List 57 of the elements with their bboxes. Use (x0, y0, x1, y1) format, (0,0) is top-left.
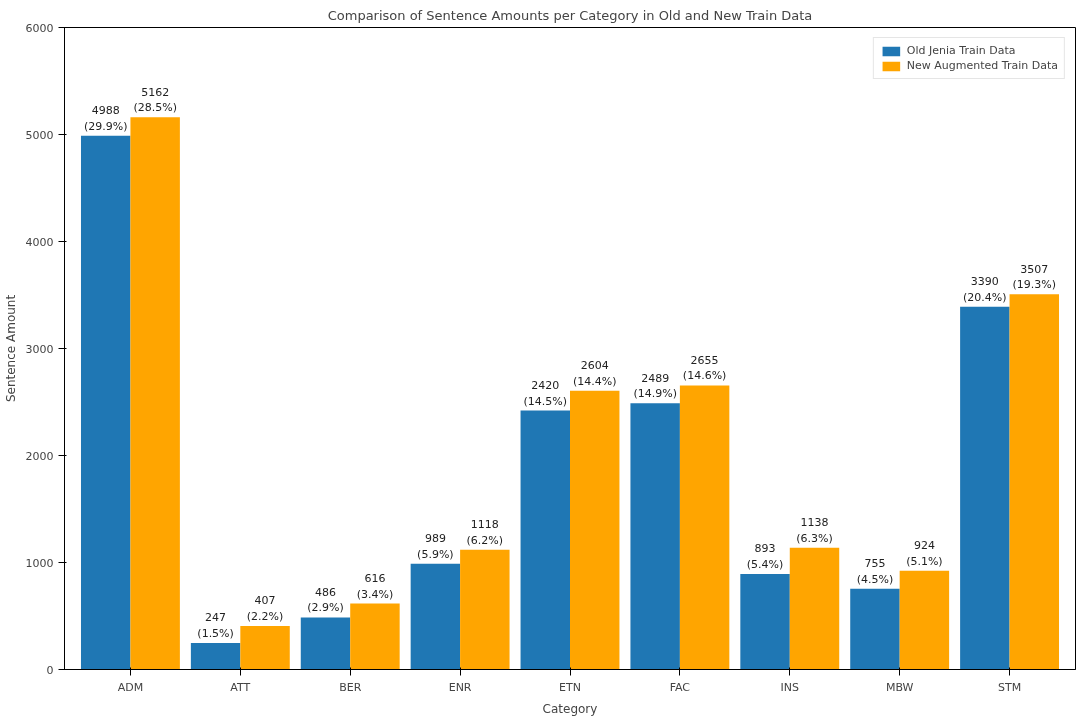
data-label: 755 (4.5%) (856, 557, 894, 586)
y-tick-label: 3000 (25, 342, 54, 356)
data-label: 1138 (6.3%) (796, 516, 833, 545)
bar (190, 643, 241, 670)
bar (240, 625, 290, 670)
x-tick-label: ADM (117, 680, 144, 694)
bar (80, 135, 131, 670)
data-label: 2655 (14.6%) (682, 353, 727, 383)
data-label: 3507 (19.3%) (1012, 262, 1057, 292)
bar (679, 385, 730, 670)
x-tick-label: INS (780, 680, 800, 694)
bar (300, 617, 351, 670)
bar (789, 547, 840, 670)
bar (740, 573, 790, 670)
legend-label: New Augmented Train Data (906, 59, 1058, 72)
bar (350, 603, 400, 670)
bar (460, 549, 510, 670)
x-tick-label: ETN (559, 680, 581, 694)
bar (1009, 294, 1060, 670)
bar (899, 570, 950, 670)
y-tick-label: 6000 (25, 21, 54, 35)
data-label: 2489 (14.9%) (633, 371, 677, 401)
y-tick-label: 1000 (25, 556, 54, 570)
x-tick-label: FAC (669, 680, 691, 694)
data-label: 407 (2.2%) (246, 594, 284, 623)
y-tick-label: 2000 (25, 449, 54, 463)
x-axis-title: Category (542, 701, 598, 716)
data-label: 2604 (14.4%) (572, 359, 617, 388)
data-label: 2420 (14.5%) (523, 378, 568, 408)
bar (570, 390, 620, 670)
data-label: 486 (2.9%) (307, 585, 344, 615)
x-tick-label: ATT (230, 680, 251, 694)
bar (410, 563, 461, 670)
data-label: 989 (5.9%) (417, 532, 454, 561)
bar (520, 410, 570, 670)
data-label: 616 (3.4%) (356, 571, 394, 601)
data-label: 4988 (29.9%) (83, 104, 128, 133)
y-tick-label: 5000 (25, 128, 54, 142)
data-label: 1118 (6.2%) (466, 518, 504, 547)
bar (630, 403, 680, 670)
data-label: 3390 (20.4%) (963, 275, 1007, 304)
legend-label: Old Jenia Train Data (906, 44, 1016, 57)
bar (850, 588, 900, 670)
x-tick-label: ENR (448, 680, 472, 694)
data-label: 5162 (28.5%) (133, 85, 177, 115)
y-tick-label: 0 (46, 663, 54, 677)
x-tick-label: BER (339, 680, 362, 694)
bar (960, 306, 1010, 670)
x-tick-label: STM (997, 680, 1022, 694)
y-tick-label: 4000 (25, 235, 54, 249)
y-axis-title: Sentence Amount (3, 294, 18, 403)
chart-title: Comparison of Sentence Amounts per Category in Old and New Train Data (327, 7, 813, 23)
data-label: 893 (5.4%) (746, 542, 784, 571)
x-tick-label: MBW (885, 680, 914, 694)
bar (130, 117, 180, 670)
data-label: 924 (5.1%) (906, 539, 943, 568)
data-label: 247 (1.5%) (197, 611, 234, 641)
